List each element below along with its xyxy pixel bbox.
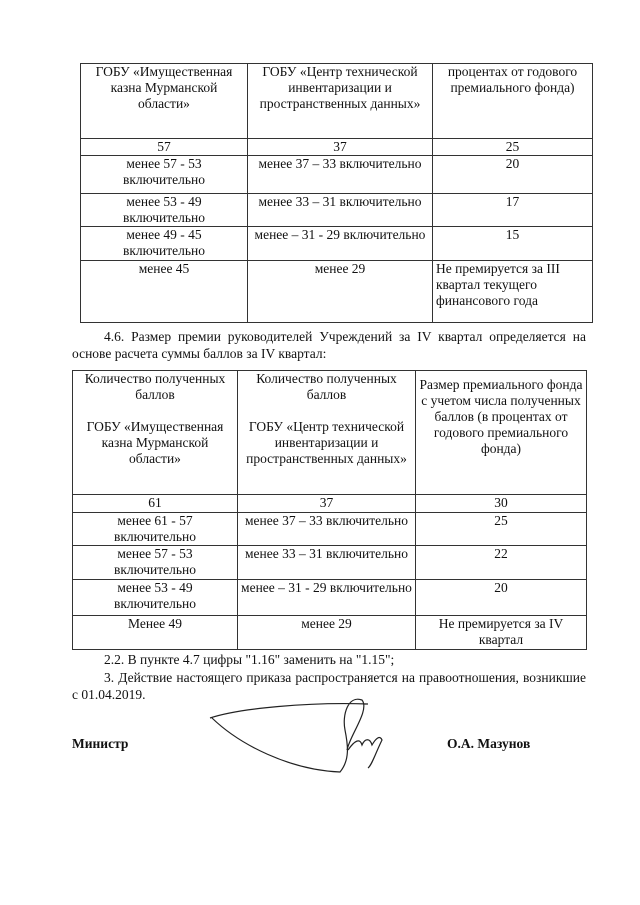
table-cell: Менее 49 <box>72 615 238 650</box>
paragraph-4-6: 4.6. Размер премии руководителей Учрежде… <box>72 329 586 361</box>
table-cell: 57 <box>80 138 248 156</box>
table-cell: 15 <box>432 226 593 261</box>
table-row: 61 37 30 <box>72 494 587 513</box>
table-cell: менее 33 – 31 включительно <box>237 545 416 580</box>
table-cell: менее 37 – 33 включительно <box>237 512 416 546</box>
table-cell: менее 45 <box>80 260 248 323</box>
table-row: 57 37 25 <box>80 138 593 156</box>
table-row: менее 57 - 53 включительно менее 37 – 33… <box>80 155 593 194</box>
table-cell: 22 <box>415 545 587 580</box>
table-row: менее 53 - 49 включительно менее 33 – 31… <box>80 193 593 227</box>
table-cell: менее 61 - 57 включительно <box>72 512 238 546</box>
header-cell: ГОБУ «Центр технической инвентаризации и… <box>247 63 433 139</box>
table-cell: менее – 31 - 29 включительно <box>247 226 433 261</box>
handwritten-signature <box>209 698 383 773</box>
table-cell: менее 29 <box>237 615 416 650</box>
header-cell: процентах от годового премиального фонда… <box>432 63 593 139</box>
premium-table-q4: Количество полученных баллов ГОБУ «Имуще… <box>72 370 587 650</box>
table-row: менее 61 - 57 включительно менее 37 – 33… <box>72 512 587 546</box>
paragraph-2-2: 2.2. В пункте 4.7 цифры "1.16" заменить … <box>104 652 395 667</box>
table-cell: менее 57 - 53 включительно <box>72 545 238 580</box>
table-cell: менее 49 - 45 включительно <box>80 226 248 261</box>
table-cell: 25 <box>415 512 587 546</box>
table-row: менее 49 - 45 включительно менее – 31 - … <box>80 226 593 261</box>
table-cell: менее 33 – 31 включительно <box>247 193 433 227</box>
table-row: менее 45 менее 29 Не премируется за III … <box>80 260 593 323</box>
table-cell: Не премируется за IV квартал <box>415 615 587 650</box>
table-cell: 37 <box>247 138 433 156</box>
table-cell: 20 <box>415 579 587 616</box>
table-cell: 30 <box>415 494 587 513</box>
table-cell: 61 <box>72 494 238 513</box>
header-cell: Количество полученных баллов ГОБУ «Центр… <box>237 370 416 495</box>
table-header-row: ГОБУ «Имущественная казна Мурманской обл… <box>80 63 593 139</box>
table-cell: Не премируется за III квартал текущего ф… <box>432 260 593 323</box>
header-cell: Размер премиального фонда с учетом числа… <box>415 370 587 495</box>
table-cell: 25 <box>432 138 593 156</box>
table-cell: менее 53 - 49 включительно <box>80 193 248 227</box>
table-cell: менее 37 – 33 включительно <box>247 155 433 194</box>
table-cell: менее 29 <box>247 260 433 323</box>
table-cell: 20 <box>432 155 593 194</box>
table-header-row: Количество полученных баллов ГОБУ «Имуще… <box>72 370 587 495</box>
premium-table-q3: ГОБУ «Имущественная казна Мурманской обл… <box>80 63 593 323</box>
table-cell: 37 <box>237 494 416 513</box>
table-row: менее 57 - 53 включительно менее 33 – 31… <box>72 545 587 580</box>
paragraph-3: 3. Действие настоящего приказа распростр… <box>72 670 586 702</box>
header-cell: Количество полученных баллов ГОБУ «Имуще… <box>72 370 238 495</box>
header-cell: ГОБУ «Имущественная казна Мурманской обл… <box>80 63 248 139</box>
table-row: менее 53 - 49 включительно менее – 31 - … <box>72 579 587 616</box>
table-cell: менее 57 - 53 включительно <box>80 155 248 194</box>
table-cell: менее – 31 - 29 включительно <box>237 579 416 616</box>
signature-name: О.А. Мазунов <box>447 736 531 751</box>
table-cell: 17 <box>432 193 593 227</box>
table-cell: менее 53 - 49 включительно <box>72 579 238 616</box>
table-row: Менее 49 менее 29 Не премируется за IV к… <box>72 615 587 650</box>
signature-position: Министр <box>72 736 129 751</box>
